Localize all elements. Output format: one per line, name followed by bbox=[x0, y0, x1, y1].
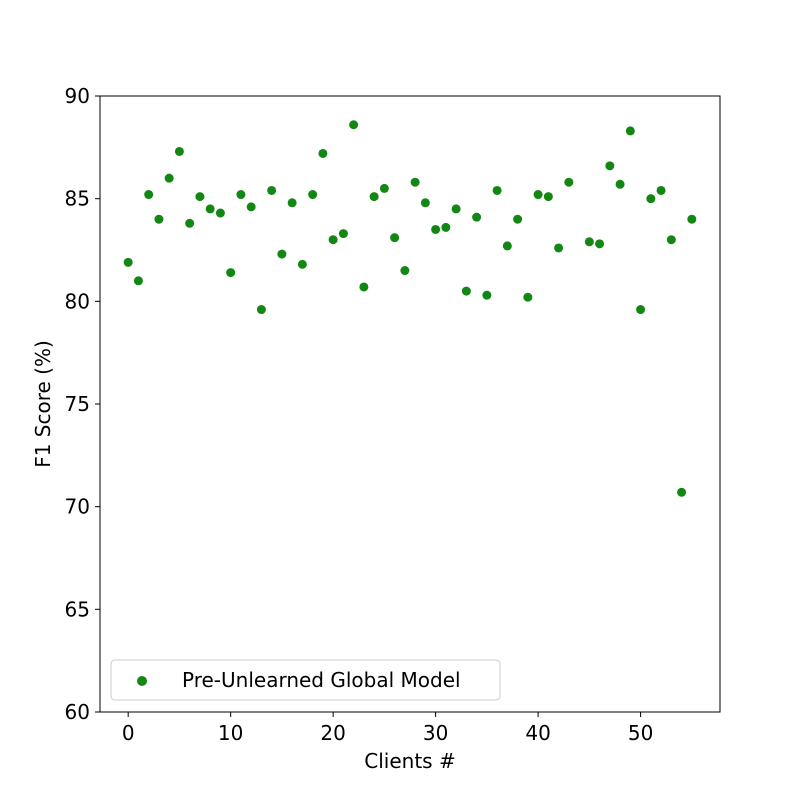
data-point bbox=[687, 214, 697, 224]
data-point bbox=[379, 183, 389, 193]
data-point bbox=[625, 126, 635, 136]
data-point bbox=[451, 204, 461, 214]
data-point bbox=[461, 286, 471, 296]
data-point bbox=[646, 194, 656, 204]
data-point bbox=[605, 161, 615, 171]
data-point bbox=[133, 276, 143, 286]
data-point bbox=[164, 173, 174, 183]
legend-box bbox=[110, 659, 501, 701]
data-point bbox=[420, 198, 430, 208]
data-point bbox=[174, 146, 184, 156]
y-tick-label: 70 bbox=[65, 495, 90, 519]
data-point bbox=[144, 190, 154, 200]
x-tick-label: 40 bbox=[525, 721, 550, 745]
data-point bbox=[595, 239, 605, 249]
data-point bbox=[185, 218, 195, 228]
data-point bbox=[656, 185, 666, 195]
data-point bbox=[205, 204, 215, 214]
data-point bbox=[564, 177, 574, 187]
data-point bbox=[226, 268, 236, 278]
data-point bbox=[584, 237, 594, 247]
data-point bbox=[308, 190, 318, 200]
y-tick-label: 75 bbox=[65, 392, 90, 416]
data-point bbox=[666, 235, 676, 245]
data-point bbox=[390, 233, 400, 243]
y-tick-label: 85 bbox=[65, 187, 90, 211]
data-point bbox=[543, 192, 553, 202]
data-point bbox=[287, 198, 297, 208]
data-point bbox=[328, 235, 338, 245]
data-point bbox=[236, 190, 246, 200]
legend: Pre-Unlearned Global Model bbox=[110, 659, 501, 701]
data-point bbox=[615, 179, 625, 189]
y-tick-label: 80 bbox=[65, 289, 90, 313]
plot-area bbox=[100, 96, 720, 712]
data-point bbox=[369, 192, 379, 202]
data-point bbox=[267, 185, 277, 195]
data-point bbox=[154, 214, 164, 224]
x-tick-label: 0 bbox=[122, 721, 135, 745]
legend-marker bbox=[137, 676, 147, 686]
data-point bbox=[492, 185, 502, 195]
y-tick-label: 65 bbox=[65, 597, 90, 621]
x-tick-label: 30 bbox=[423, 721, 448, 745]
data-point bbox=[400, 266, 410, 276]
data-point bbox=[297, 259, 307, 269]
data-point bbox=[410, 177, 420, 187]
x-tick-label: 50 bbox=[628, 721, 653, 745]
data-point bbox=[195, 192, 205, 202]
data-point bbox=[431, 224, 441, 234]
data-points bbox=[123, 120, 697, 497]
data-point bbox=[636, 305, 646, 315]
data-point bbox=[318, 148, 328, 158]
data-point bbox=[338, 229, 348, 239]
data-point bbox=[441, 222, 451, 232]
data-point bbox=[513, 214, 523, 224]
data-point bbox=[256, 305, 266, 315]
y-tick-label: 90 bbox=[65, 84, 90, 108]
y-axis-label: F1 Score (%) bbox=[31, 340, 55, 468]
x-tick-label: 20 bbox=[320, 721, 345, 745]
x-axis-ticks: 0 10 20 30 40 50 bbox=[122, 712, 653, 745]
data-point bbox=[677, 487, 687, 497]
data-point bbox=[349, 120, 359, 130]
data-point bbox=[482, 290, 492, 300]
data-point bbox=[246, 202, 256, 212]
data-point bbox=[215, 208, 225, 218]
data-point bbox=[554, 243, 564, 253]
y-axis-ticks: 60 65 70 75 80 85 90 bbox=[65, 84, 100, 724]
y-tick-label: 60 bbox=[65, 700, 90, 724]
data-point bbox=[277, 249, 287, 259]
data-point bbox=[472, 212, 482, 222]
data-point bbox=[123, 257, 133, 267]
legend-label: Pre-Unlearned Global Model bbox=[182, 668, 461, 692]
data-point bbox=[523, 292, 533, 302]
data-point bbox=[533, 190, 543, 200]
x-axis-label: Clients # bbox=[364, 749, 455, 773]
data-point bbox=[502, 241, 512, 251]
x-tick-label: 10 bbox=[218, 721, 243, 745]
data-point bbox=[359, 282, 369, 292]
